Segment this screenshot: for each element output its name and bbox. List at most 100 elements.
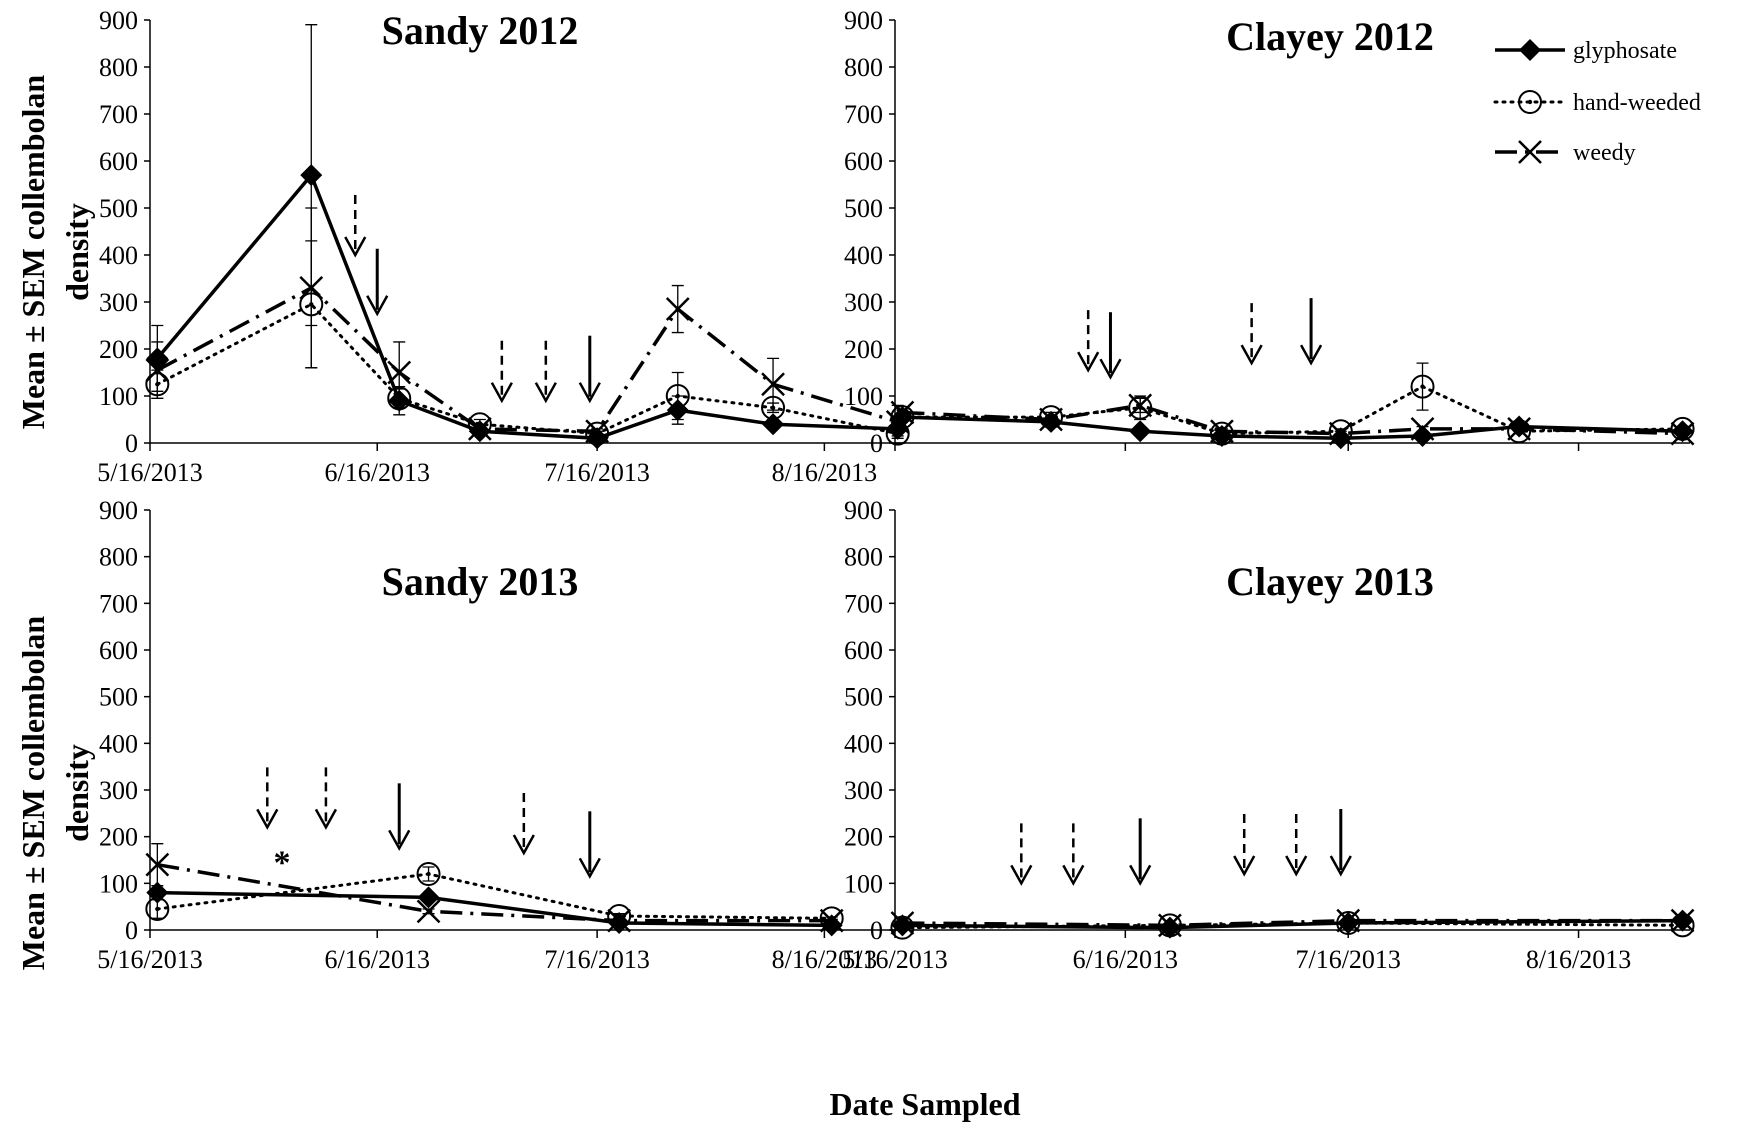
- marker-hand-weeded-dot-point-8: [1680, 426, 1685, 432]
- arrow-head-4: [1233, 855, 1256, 877]
- y-axis-label-top-line2: density: [59, 203, 95, 301]
- y-axis-label-bottom-line2: density: [59, 744, 95, 842]
- y-tick-label-600: 600: [99, 147, 138, 176]
- arrow-head-3: [1129, 864, 1152, 886]
- y-tick-label-500: 500: [844, 683, 883, 712]
- marker-weedy-point-1: [145, 358, 170, 383]
- arrow-head-2: [366, 295, 389, 317]
- marker-weedy-point-6: [665, 297, 690, 321]
- marker-hand-weeded-dot-point-4: [477, 422, 483, 427]
- arrow-head-3: [490, 382, 513, 404]
- arrow-head-5: [1285, 855, 1308, 877]
- marker-hand-weeded-point-2: [416, 862, 441, 886]
- y-tick-label-500: 500: [99, 683, 138, 712]
- marker-weedy-point-5: [585, 419, 610, 444]
- arrow-head-3: [1240, 344, 1263, 366]
- legend: glyphosate hand-weeded weedy: [1493, 38, 1701, 166]
- y-tick-label-400: 400: [99, 241, 138, 270]
- y-tick-label-300: 300: [844, 776, 883, 805]
- y-tick-label-900: 900: [99, 6, 138, 35]
- y-tick-label-800: 800: [99, 53, 138, 82]
- arrow-head-4: [512, 834, 535, 856]
- y-tick-label-800: 800: [99, 543, 138, 572]
- x-tick-label-6-16-2013: 6/16/2013: [325, 458, 430, 487]
- marker-weedy-point-1: [145, 852, 170, 877]
- arrow-head-3: [388, 829, 411, 851]
- marker-hand-weeded-point-3: [607, 904, 632, 928]
- marker-weedy-point-3: [1128, 393, 1153, 418]
- x-tick-label-8-16-2013: 8/16/2013: [1526, 945, 1631, 974]
- marker-weedy-point-4: [1210, 419, 1234, 444]
- y-tick-label-900: 900: [99, 496, 138, 525]
- y-tick-label-700: 700: [99, 100, 138, 129]
- marker-glyphosate-point-1: [146, 881, 169, 904]
- marker-hand-weeded-dot-point-4: [1680, 923, 1685, 928]
- y-tick-label-700: 700: [99, 589, 138, 618]
- marker-weedy-point-2: [416, 899, 441, 924]
- panel-1: 0 100 200 300 400 500 600 700 800 900 5/16/2013 6/1…: [97, 6, 910, 487]
- series-glyphosate: [146, 881, 843, 937]
- marker-hand-weeded-point-6: [1410, 374, 1435, 399]
- x-tick-label-6-16-2013: 6/16/2013: [325, 945, 430, 974]
- marker-weedy-point-4: [467, 417, 492, 441]
- marker-weedy-point-2: [1158, 913, 1182, 938]
- y-tick-label-800: 800: [844, 543, 883, 572]
- y-tick-label-300: 300: [99, 776, 138, 805]
- marker-hand-weeded-point-4: [819, 906, 844, 931]
- marker-hand-weeded-dot-point-2: [426, 871, 431, 877]
- series-weedy: [890, 908, 1695, 938]
- series-weedy: [145, 207, 910, 444]
- panel-title: Sandy 2013: [382, 559, 579, 604]
- y-tick-label-200: 200: [844, 823, 883, 852]
- y-tick-label-200: 200: [99, 335, 138, 364]
- marker-glyphosate-point-2: [417, 886, 440, 909]
- series-line-weedy: [157, 862, 832, 923]
- marker-weedy-point-8: [1670, 421, 1695, 446]
- series-hand-weeded: [890, 362, 1695, 446]
- marker-weedy-point-5: [1328, 421, 1353, 446]
- marker-weedy-point-7: [1507, 417, 1531, 441]
- legend-label-weedy: weedy: [1573, 140, 1636, 166]
- series-weedy: [145, 843, 844, 933]
- series-line-hand-weeded: [155, 302, 900, 436]
- legend-label-glyphosate: glyphosate: [1573, 38, 1677, 64]
- y-tick-label-400: 400: [844, 729, 883, 758]
- marker-hand-weeded-point-7: [1507, 419, 1532, 444]
- arrow-head-1: [1010, 864, 1033, 886]
- marker-hand-weeded-point-3: [1336, 911, 1361, 935]
- series-hand-weeded: [145, 240, 910, 446]
- marker-weedy-point-1: [890, 400, 915, 425]
- marker-hand-weeded-dot-point-6: [1420, 384, 1425, 389]
- y-axis-label-bottom: Mean ± SEM collembolan: [15, 616, 51, 971]
- y-tick-label-0: 0: [870, 916, 883, 945]
- marker-weedy-point-1: [890, 911, 915, 935]
- legend-label-hand-weeded: hand-weeded: [1573, 90, 1701, 116]
- marker-hand-weeded-point-8: [1670, 416, 1695, 441]
- marker-glyphosate-point-6: [1411, 424, 1434, 447]
- marker-hand-weeded-point-1: [890, 915, 915, 940]
- marker-weedy-point-3: [387, 360, 412, 385]
- marker-weedy-point-2: [1039, 407, 1063, 432]
- y-tick-label-900: 900: [844, 496, 883, 525]
- series-line-weedy: [156, 285, 899, 434]
- panel-2: 0 100 200 300 400 500 600 700 800 900 Clayey 2012: [844, 6, 1695, 458]
- marker-weedy-legend: [1518, 140, 1542, 164]
- marker-weedy-point-4: [1670, 908, 1695, 933]
- arrow-head-2: [1099, 358, 1122, 380]
- x-tick-label-7-16-2013: 7/16/2013: [544, 945, 649, 974]
- x-tick-label-6-16-2013: 6/16/2013: [1073, 945, 1178, 974]
- x-tick-label-5-16-2013: 5/16/2013: [842, 945, 947, 974]
- marker-hand-weeded-dot-legend: [1527, 99, 1533, 105]
- marker-glyphosate-point-3: [1129, 420, 1152, 443]
- y-tick-label-0: 0: [125, 916, 138, 945]
- x-tick-label-5-16-2013: 5/16/2013: [97, 945, 202, 974]
- arrow-head-4: [1299, 344, 1323, 366]
- y-tick-label-100: 100: [844, 869, 883, 898]
- panel-title: Sandy 2012: [382, 8, 579, 53]
- annotation-1: *: [273, 845, 290, 882]
- marker-glyphosate-point-5: [1329, 427, 1352, 450]
- marker-hand-weeded-point-4: [467, 412, 492, 437]
- arrow-head-1: [256, 808, 279, 830]
- marker-glyphosate-point-1: [891, 914, 914, 937]
- y-tick-label-400: 400: [99, 729, 138, 758]
